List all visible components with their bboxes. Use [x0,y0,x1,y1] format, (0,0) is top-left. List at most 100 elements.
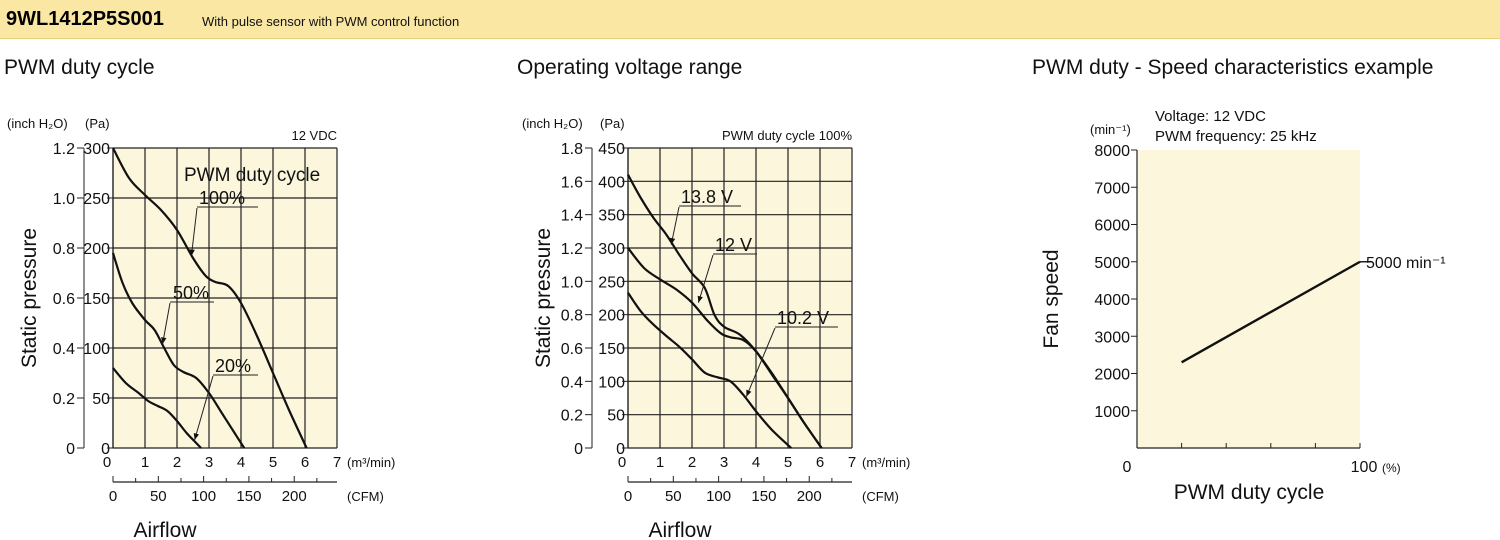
chart1-x-tick-label: 5 [269,454,277,471]
chart3-end-label: 5000 min⁻¹ [1366,255,1446,272]
chart2-leader-arrow [697,295,703,303]
chart1-x-tick-label: 1 [141,454,149,471]
chart1-y-tick-inch: 1.0 [53,191,75,208]
chart1-title: PWM duty cycle [4,56,155,79]
chart1-legend-title: PWM duty cycle [184,165,320,186]
chart1-unit-inch: (inch H₂O) [7,116,68,131]
chart3-plot-area [1137,150,1360,448]
chart2-x-tick-label: 7 [848,454,856,471]
chart2-x-tick-label: 2 [688,454,696,471]
chart2-y-tick-pa: 400 [598,174,625,191]
chart1-x-tick-label: 7 [333,454,341,471]
chart1-x-axis-title: Airflow [133,519,197,540]
chart2-y-tick-inch: 1.0 [561,274,583,291]
chart1-y-tick-inch: 1.2 [53,141,75,158]
chart1-leader-line [190,207,198,257]
chart3-y-tick-label: 6000 [1094,218,1130,235]
chart2-cfm-tick-label: 100 [706,488,731,505]
chart2-plot-area [628,148,852,448]
chart2-x-tick-label: 4 [752,454,760,471]
chart2-unit-inch: (inch H₂O) [522,116,583,131]
chart3-annotation-frequency: PWM frequency: 25 kHz [1155,128,1317,145]
chart1-y-tick-pa: 50 [92,391,110,408]
chart2-title: Operating voltage range [517,56,743,79]
pwm-duty-cycle-chart: 0 1 2 3 4 5 6 7 0 50 100 150 200 250 300 0 0.2 0.4 0.6 0.8 1… [7,116,395,540]
chart3-title: PWM duty - Speed characteristics example [1032,56,1434,79]
chart2-leader-line [745,327,776,397]
chart2-x-tick-label: 3 [720,454,728,471]
chart2-y-tick-pa: 200 [598,308,625,325]
chart1-x-tick-label: 2 [173,454,181,471]
chart1-leader-arrow [189,249,195,256]
chart2-series-line [627,292,792,449]
chart2-y-axis-title: Static pressure [532,228,555,368]
chart2-annotation: PWM duty cycle 100% [722,128,852,143]
chart2-y-tick-pa: 0 [616,441,625,458]
chart1-y-tick-pa: 0 [101,441,110,458]
chart2-leader-arrow [669,237,676,245]
chart2-y-tick-pa: 150 [598,341,625,358]
chart1-y-tick-pa: 300 [83,141,110,158]
chart2-cfm-tick-label: 150 [751,488,776,505]
chart2-cfm-tick-label: 200 [797,488,822,505]
chart1-y-tick-inch: 0.4 [53,341,75,358]
chart1-y-tick-pa: 200 [83,241,110,258]
chart1-cfm-tick-label: 200 [282,488,307,505]
chart2-x-tick-label: 1 [656,454,664,471]
model-description: With pulse sensor with PWM control funct… [202,14,460,29]
chart2-series-label: 13.8 V [681,187,733,207]
chart1-series-line [111,252,246,449]
chart3-x-tick-label: 100 [1351,459,1378,476]
chart1-y-axis-title: Static pressure [18,228,41,368]
chart2-y-tick-pa: 100 [598,374,625,391]
chart1-leader-line [162,302,171,345]
chart2-y-tick-pa: 350 [598,208,625,225]
chart2-series-line [627,247,823,449]
chart3-speed-line [1181,260,1361,364]
header-bar: 9WL1412P5S001 With pulse sensor with PWM… [0,0,1500,39]
chart1-cfm-tick-label: 100 [191,488,216,505]
chart1-series-label: 100% [199,188,245,208]
chart2-unit-pa: (Pa) [600,116,625,131]
chart2-unit-cfm: (CFM) [862,489,899,504]
chart1-leader-line [194,375,214,441]
chart2-x-tick-label: 5 [784,454,792,471]
chart2-y-tick-pa: 50 [607,408,625,425]
chart1-annotation: 12 VDC [291,128,337,143]
chart1-cfm-tick-label: 50 [150,488,167,505]
chart1-y-tick-inch: 0.6 [53,291,75,308]
chart2-y-tick-inch: 1.8 [561,141,583,158]
chart3-x-tick-label: 0 [1123,459,1132,476]
chart1-unit-cfm: (CFM) [347,489,384,504]
chart3-y-tick-label: 3000 [1094,329,1130,346]
chart2-x-axis-title: Airflow [648,519,712,540]
chart2-leader-line [697,254,714,303]
chart2-y-tick-pa: 300 [598,241,625,258]
chart3-y-tick-label: 8000 [1094,143,1130,160]
chart2-y-tick-inch: 1.4 [561,208,583,225]
chart1-series-line [112,147,308,449]
chart3-y-axis-title: Fan speed [1040,249,1063,348]
chart1-series-line [112,367,202,449]
chart1-series-label: 50% [173,283,209,303]
chart2-y-tick-pa: 250 [598,274,625,291]
chart2-unit-m3min: (m³/min) [862,455,910,470]
chart2-y-tick-inch: 1.6 [561,174,583,191]
chart1-y-tick-pa: 250 [83,191,110,208]
operating-voltage-chart: 0 1 2 3 4 5 6 7 0 50 100 150 200 250 300 350 400 450 0 0.2 0… [522,116,910,540]
chart1-unit-m3min: (m³/min) [347,455,395,470]
chart1-y-tick-inch: 0.8 [53,241,75,258]
chart1-y-tick-pa: 100 [83,341,110,358]
chart2-series-label: 12 V [715,235,752,255]
chart3-y-tick-label: 2000 [1094,367,1130,384]
model-number: 9WL1412P5S001 [6,8,164,30]
chart2-y-tick-inch: 0.2 [561,408,583,425]
chart2-leader-arrow [746,389,752,397]
chart3-y-tick-label: 5000 [1094,255,1130,272]
chart3-y-tick-label: 4000 [1094,292,1130,309]
chart2-y-tick-inch: 1.2 [561,241,583,258]
chart2-x-tick-label: 6 [816,454,824,471]
chart1-y-tick-inch: 0.2 [53,391,75,408]
chart2-y-tick-inch: 0.6 [561,341,583,358]
